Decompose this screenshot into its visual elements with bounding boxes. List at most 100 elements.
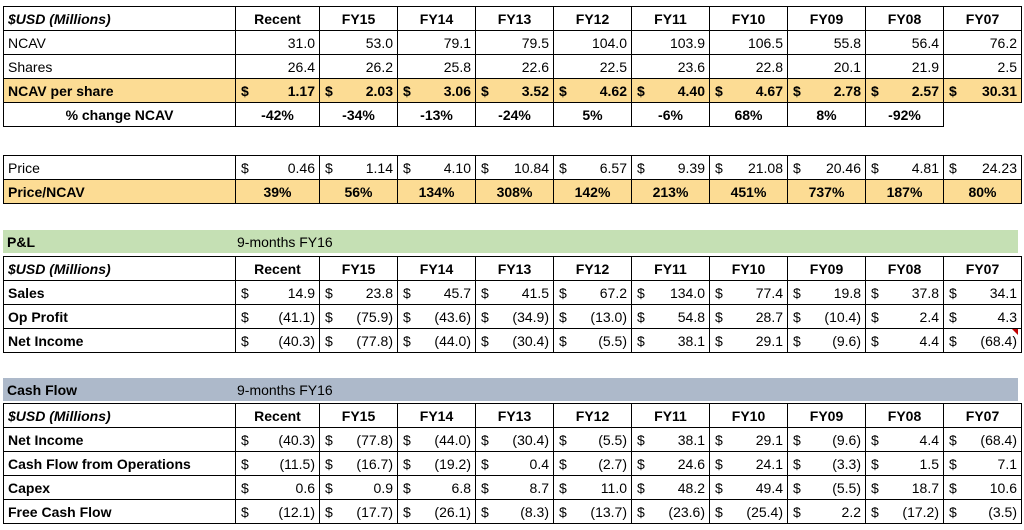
cell-value: $29.1 bbox=[709, 427, 788, 452]
price-table: Price $0.46 $1.14 $4.10 $10.84 $6.57 $9.39 $21.… bbox=[3, 155, 1022, 204]
cell-value: 23.6 bbox=[631, 54, 710, 79]
cell-value: $7.1 bbox=[943, 451, 1022, 476]
table-row: Net Income $ (40.3) $ (77.8) $ (44.0) $ (30.4) $ (… bbox=[3, 427, 1022, 452]
comment-indicator-icon[interactable] bbox=[1012, 329, 1018, 335]
currency-symbol: $ bbox=[715, 284, 723, 301]
cell-value: $ (40.3) bbox=[235, 427, 320, 452]
cell-value: $ (43.6) bbox=[397, 304, 476, 329]
currency-symbol: $ bbox=[241, 479, 249, 496]
currency-symbol: $ bbox=[241, 284, 249, 301]
currency-symbol: $ bbox=[793, 82, 801, 99]
cell-value: 79.1 bbox=[397, 30, 476, 55]
cell-value: 22.8 bbox=[709, 54, 788, 79]
cell-value: $30.31 bbox=[943, 78, 1022, 103]
currency-symbol: $ bbox=[637, 431, 645, 448]
currency-symbol: $ bbox=[637, 503, 645, 520]
amount: 29.1 bbox=[755, 332, 783, 349]
cell-value: $4.3 bbox=[943, 304, 1022, 329]
currency-symbol: $ bbox=[715, 308, 723, 325]
amount: 4.3 bbox=[997, 308, 1017, 325]
cell-value: $3.52 bbox=[475, 78, 554, 103]
cell-value: $2.2 bbox=[787, 499, 866, 524]
amount: 4.62 bbox=[599, 82, 627, 99]
cell-value: 31.0 bbox=[235, 30, 320, 55]
currency-symbol: $ bbox=[637, 308, 645, 325]
row-label: Price/NCAV bbox=[3, 179, 236, 204]
cell-value: $8.7 bbox=[475, 475, 554, 500]
currency-symbol: $ bbox=[559, 308, 567, 325]
currency-symbol: $ bbox=[403, 431, 411, 448]
cell-value: $ (68.4) bbox=[943, 328, 1022, 353]
table-row: NCAV per share $1.17 $2.03 $3.06 $3.52 $4.62 $… bbox=[3, 78, 1022, 103]
currency-symbol: $ bbox=[325, 479, 333, 496]
amount: 4.81 bbox=[911, 159, 939, 176]
cell-value: $0.46 bbox=[235, 155, 320, 180]
cell-value: $9.39 bbox=[631, 155, 710, 180]
cell-value: $29.1 bbox=[709, 328, 788, 353]
cell-value: $ (9.6) bbox=[787, 328, 866, 353]
table-row: Net Income $ (40.3) $ (77.8) $ (44.0) $ (30.4) $ (… bbox=[3, 328, 1022, 353]
amount: (68.4) bbox=[980, 431, 1017, 448]
currency-symbol: $ bbox=[949, 159, 957, 176]
amount: (17.7) bbox=[356, 503, 393, 520]
cell-value: $38.1 bbox=[631, 427, 710, 452]
amount: 0.9 bbox=[373, 479, 393, 496]
cell-value: 55.8 bbox=[787, 30, 866, 55]
amount: 19.8 bbox=[833, 284, 861, 301]
amount: (44.0) bbox=[434, 431, 471, 448]
column-header: Recent bbox=[235, 6, 320, 31]
row-label: Shares bbox=[3, 54, 236, 79]
currency-symbol: $ bbox=[871, 431, 879, 448]
cell-value: $0.4 bbox=[475, 451, 554, 476]
currency-symbol: $ bbox=[481, 431, 489, 448]
currency-symbol: $ bbox=[241, 455, 249, 472]
currency-symbol: $ bbox=[637, 82, 645, 99]
column-header: FY11 bbox=[631, 403, 710, 428]
cell-value: 5% bbox=[553, 102, 632, 127]
amount: 6.57 bbox=[599, 159, 627, 176]
cell-value: $4.62 bbox=[553, 78, 632, 103]
amount: 3.06 bbox=[443, 82, 471, 99]
currency-symbol: $ bbox=[715, 455, 723, 472]
currency-symbol: $ bbox=[325, 455, 333, 472]
cell-value: 2.5 bbox=[943, 54, 1022, 79]
amount: (41.1) bbox=[278, 308, 315, 325]
currency-symbol: $ bbox=[793, 159, 801, 176]
header-row: $USD (Millions) Recent FY15 FY14 FY13 FY12 FY1… bbox=[3, 256, 1022, 281]
currency-symbol: $ bbox=[949, 479, 957, 496]
currency-symbol: $ bbox=[241, 332, 249, 349]
cashflow-title: Cash Flow bbox=[7, 382, 78, 398]
amount: (3.3) bbox=[832, 455, 861, 472]
currency-symbol: $ bbox=[403, 455, 411, 472]
cell-value: -13% bbox=[397, 102, 476, 127]
cell-value: $4.67 bbox=[709, 78, 788, 103]
column-header: FY08 bbox=[865, 256, 944, 281]
column-header: FY14 bbox=[397, 256, 476, 281]
amount: (3.5) bbox=[988, 503, 1017, 520]
cell-value: $48.2 bbox=[631, 475, 710, 500]
column-header: FY13 bbox=[475, 403, 554, 428]
cell-value: $ (17.7) bbox=[319, 499, 398, 524]
cell-value: 187% bbox=[865, 179, 944, 204]
amount: 38.1 bbox=[677, 431, 705, 448]
cell-value: 22.6 bbox=[475, 54, 554, 79]
amount: 37.8 bbox=[911, 284, 939, 301]
amount: (26.1) bbox=[434, 503, 471, 520]
amount: (17.2) bbox=[902, 503, 939, 520]
cell-value: $ (9.6) bbox=[787, 427, 866, 452]
cell-value: 103.9 bbox=[631, 30, 710, 55]
cell-value: 737% bbox=[787, 179, 866, 204]
currency-symbol: $ bbox=[559, 455, 567, 472]
amount: 24.23 bbox=[981, 159, 1017, 176]
amount: (11.5) bbox=[279, 455, 315, 472]
currency-symbol: $ bbox=[241, 503, 249, 520]
cell-value: $3.06 bbox=[397, 78, 476, 103]
currency-symbol: $ bbox=[793, 308, 801, 325]
column-header: FY09 bbox=[787, 403, 866, 428]
currency-symbol: $ bbox=[949, 308, 957, 325]
cell-value: $ (11.5) bbox=[235, 451, 320, 476]
cell-value: $11.0 bbox=[553, 475, 632, 500]
amount: 2.03 bbox=[365, 82, 393, 99]
currency-symbol: $ bbox=[559, 284, 567, 301]
currency-symbol: $ bbox=[949, 503, 957, 520]
